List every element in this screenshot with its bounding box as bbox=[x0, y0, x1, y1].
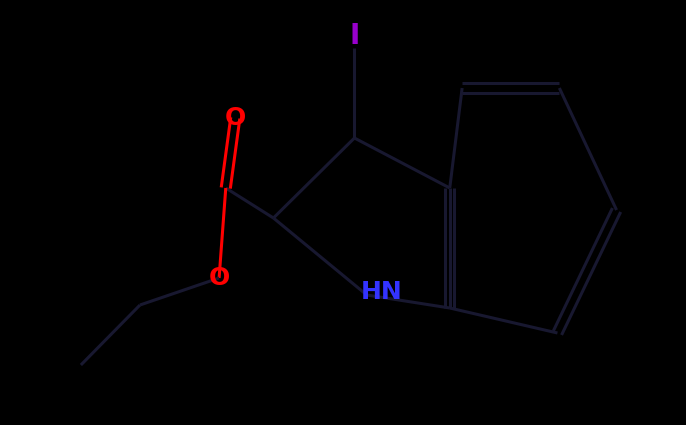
Text: O: O bbox=[209, 266, 230, 290]
Text: I: I bbox=[349, 22, 359, 50]
Text: O: O bbox=[225, 106, 246, 130]
Text: HN: HN bbox=[360, 280, 402, 304]
